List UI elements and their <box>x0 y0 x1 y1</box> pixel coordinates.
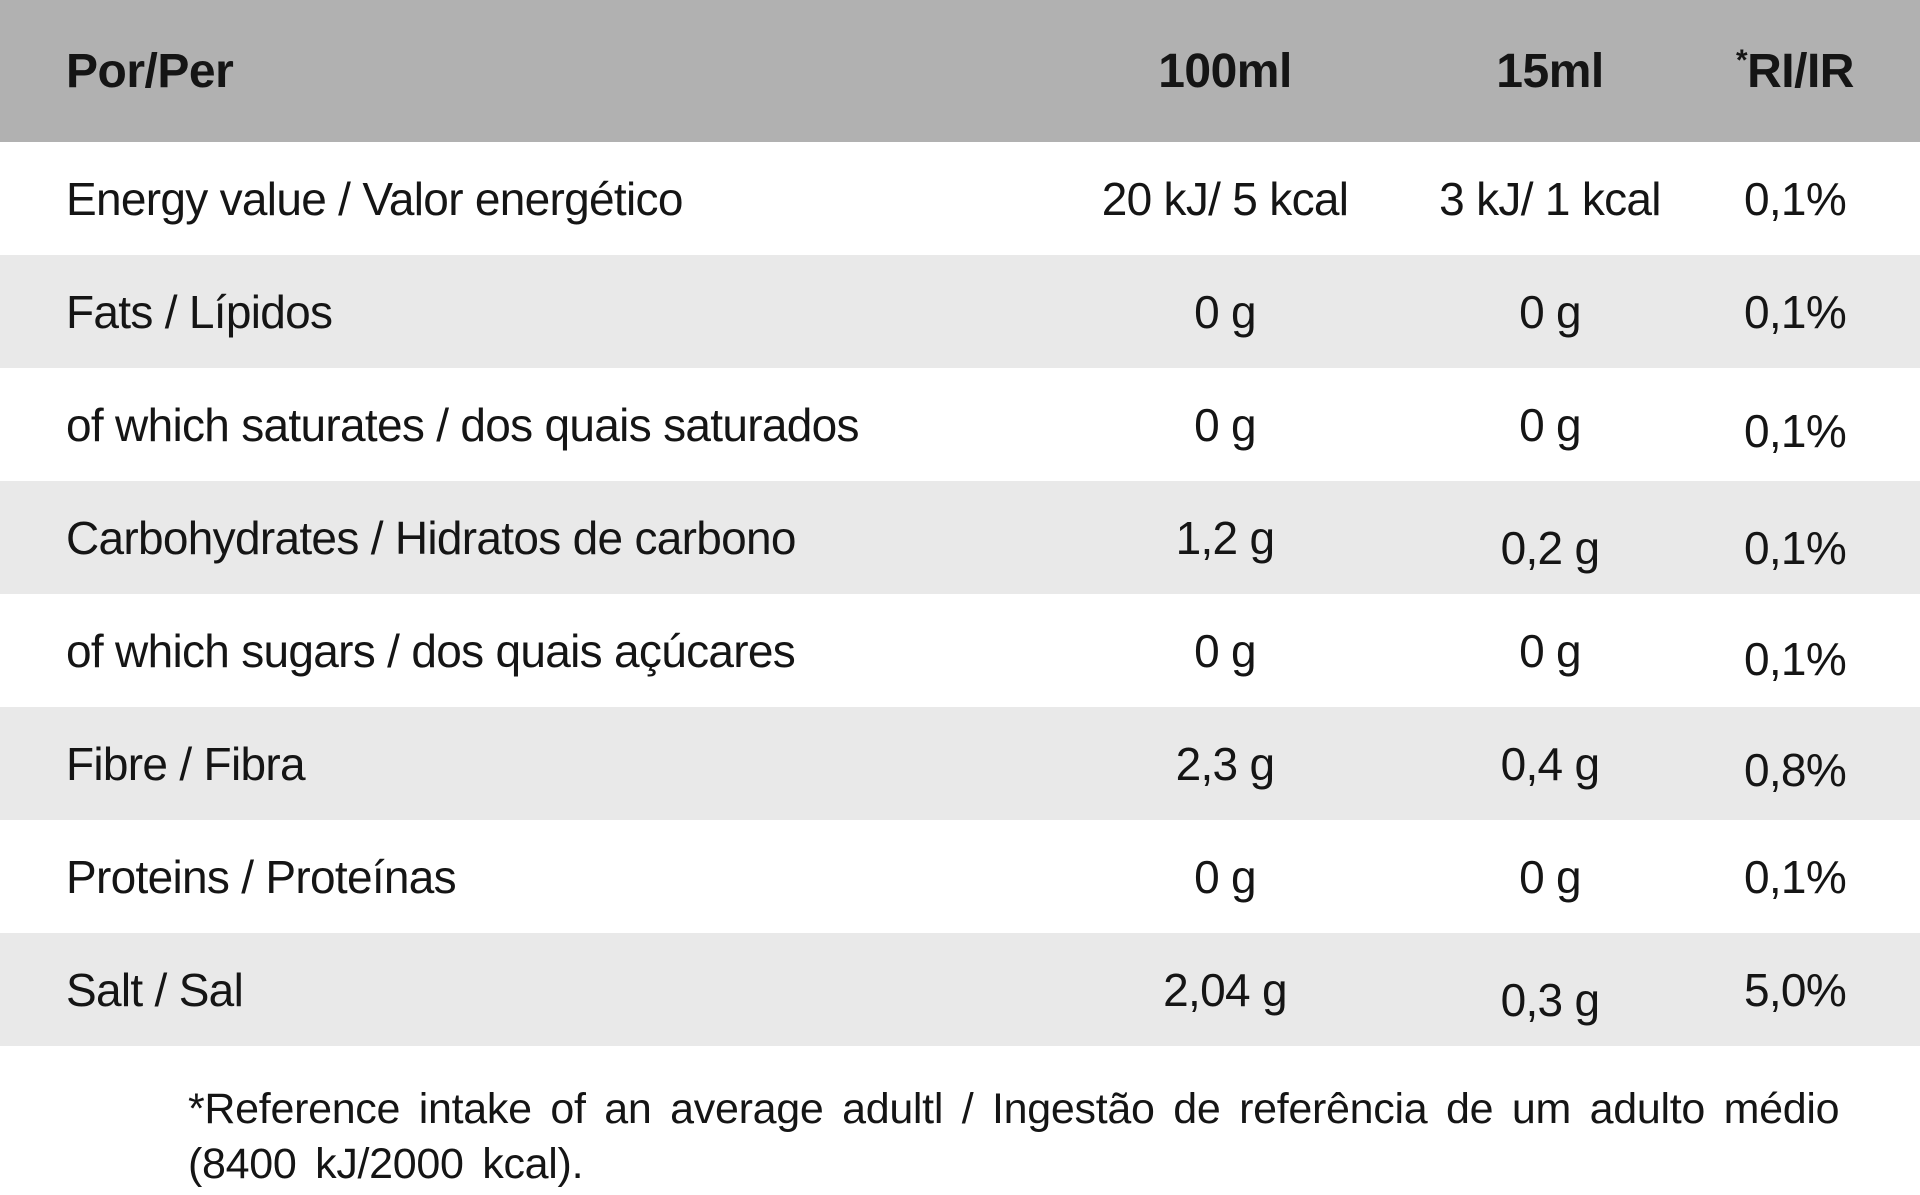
value-15ml: 0 g <box>1519 624 1582 677</box>
ri-asterisk: * <box>1736 43 1748 77</box>
table-header-row: Por/Per 100ml 15ml *RI/IR <box>0 0 1920 142</box>
value-15ml: 3 kJ/ 1 kcal <box>1439 172 1661 225</box>
header-100ml: 100ml <box>1158 44 1292 98</box>
value-ri-percent: 5,0% <box>1743 963 1847 1016</box>
row-label: of which sugars / dos quais açúcares <box>66 624 796 677</box>
row-label: Proteins / Proteínas <box>66 850 457 903</box>
header-por-per: Por/Per <box>66 44 234 98</box>
table-row: of which sugars / dos quais açúcares 0 g 0… <box>0 594 1920 707</box>
value-ri-percent: 0,1% <box>1743 521 1847 574</box>
row-label: Fibre / Fibra <box>66 737 306 790</box>
row-label: Fats / Lípidos <box>66 285 333 338</box>
value-15ml: 0,3 g <box>1500 973 1601 1026</box>
value-100ml: 20 kJ/ 5 kcal <box>1101 172 1349 225</box>
row-label: of which saturates / dos quais saturados <box>66 398 859 451</box>
value-15ml: 0,2 g <box>1500 521 1601 574</box>
footnote-line-2: (8400 kJ/2000 kcal). <box>188 1140 584 1188</box>
value-15ml: 0 g <box>1519 285 1582 338</box>
table-row: Proteins / Proteínas 0 g 0 g 0,1% <box>0 820 1920 933</box>
value-ri-percent: 0,1% <box>1743 632 1847 685</box>
value-15ml: 0 g <box>1519 398 1582 451</box>
table-row: Fats / Lípidos 0 g 0 g 0,1% <box>0 255 1920 368</box>
value-100ml: 0 g <box>1194 624 1257 677</box>
row-label: Carbohydrates / Hidratos de carbono <box>66 511 797 564</box>
table-row: of which saturates / dos quais saturados… <box>0 368 1920 481</box>
value-ri-percent: 0,1% <box>1743 172 1847 225</box>
header-ri-ir: *RI/IR <box>1700 44 1890 99</box>
row-label: Salt / Sal <box>66 963 244 1016</box>
table-row: Fibre / Fibra 2,3 g 0,4 g 0,8% <box>0 707 1920 820</box>
table-row: Energy value / Valor energético 20 kJ/ 5 … <box>0 142 1920 255</box>
footnote-line-1: *Reference intake of an average adultl /… <box>188 1085 1840 1133</box>
footnote: *Reference intake of an average adultl /… <box>188 1082 1920 1192</box>
header-15ml: 15ml <box>1496 44 1604 98</box>
table-row: Salt / Sal 2,04 g 0,3 g 5,0% <box>0 933 1920 1046</box>
value-ri-percent: 0,1% <box>1743 285 1847 338</box>
value-100ml: 1,2 g <box>1175 511 1276 564</box>
row-label: Energy value / Valor energético <box>66 172 683 225</box>
value-15ml: 0,4 g <box>1500 737 1601 790</box>
value-100ml: 2,04 g <box>1163 963 1287 1016</box>
value-100ml: 0 g <box>1194 398 1257 451</box>
value-100ml: 2,3 g <box>1175 737 1276 790</box>
value-ri-percent: 0,8% <box>1743 743 1847 796</box>
ri-label: RI/IR <box>1747 44 1854 98</box>
value-ri-percent: 0,1% <box>1743 404 1847 457</box>
value-15ml: 0 g <box>1519 850 1582 903</box>
value-100ml: 0 g <box>1194 285 1257 338</box>
value-ri-percent: 0,1% <box>1743 850 1847 903</box>
table-row: Carbohydrates / Hidratos de carbono 1,2 g… <box>0 481 1920 594</box>
value-100ml: 0 g <box>1194 850 1257 903</box>
table-body: Energy value / Valor energético 20 kJ/ 5 … <box>0 142 1920 1046</box>
